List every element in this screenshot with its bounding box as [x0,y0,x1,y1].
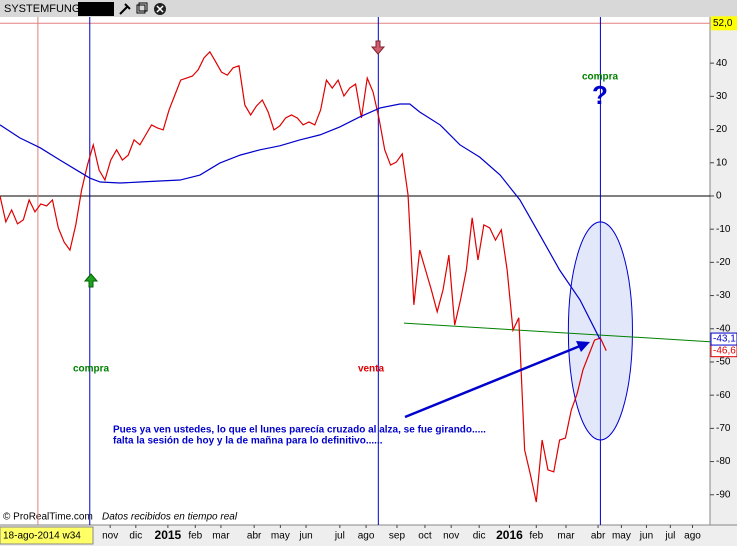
y-tick-label: -20 [716,257,731,268]
last-value-label: -43,1 [713,334,736,345]
x-tick-label: 2016 [496,528,523,542]
y-tick-label: -60 [716,390,731,401]
cursor-date-box [0,526,94,545]
reference-label: 52,0 [713,18,733,29]
x-tick-label: jul [334,531,345,542]
x-tick-label: abr [247,531,262,542]
annotation: ? [592,80,608,110]
last-value-label: -46,6 [713,345,736,356]
x-tick-label: nov [102,531,118,542]
credit: © ProRealTime.com [3,512,93,523]
x-axis-band [0,525,737,546]
instrument-title: SYSTEMFUNGI [4,3,83,15]
buy-arrow [83,273,99,288]
note-text: falta la sesión de hoy y la de mañna par… [113,436,383,447]
y-axis-band [710,17,737,525]
x-tick-label: nov [443,531,459,542]
status: Datos recibidos en tiempo real [102,512,238,523]
note-arrow [404,344,581,419]
x-tick-label: mar [557,531,575,542]
y-tick-label: -80 [716,456,731,467]
x-tick-label: ago [358,531,375,542]
x-tick-label: jun [639,531,653,542]
last-value-box [710,332,737,346]
y-tick-label: 10 [716,157,728,168]
y-tick-label: 0 [716,191,722,202]
annotation: compra [582,72,619,83]
x-tick-label: 2015 [155,528,182,542]
y-tick-label: -10 [716,224,731,235]
x-tick-label: dic [129,531,142,542]
x-tick-label: abr [591,531,606,542]
x-tick-label: mar [212,531,230,542]
trendline [403,322,711,343]
x-tick-label: feb [188,531,202,542]
sell-arrow [370,40,386,55]
y-tick-label: -50 [716,357,731,368]
note-text: Pues ya ven ustedes, lo que el lunes par… [113,425,486,436]
y-tick-label: 40 [716,58,728,69]
series-line [0,50,607,503]
x-tick-label: sep [389,531,406,542]
x-tick-label: may [612,531,631,542]
x-tick-label: may [271,531,290,542]
series-line [0,103,601,340]
x-tick-label: oct [418,531,432,542]
redacted-box [78,2,114,16]
annotation: venta [358,364,385,375]
y-tick-label: -90 [716,489,731,500]
header-bar [0,0,737,17]
cursor-date: 18-ago-2014 w34 [3,531,81,542]
x-tick-label: jul [664,531,675,542]
x-tick-label: feb [529,531,543,542]
header-icons[interactable] [119,2,166,15]
y-tick-label: -70 [716,423,731,434]
reference-label-box [711,16,737,31]
highlight-ellipse [567,221,633,441]
note-arrowhead [576,341,590,352]
y-tick-label: -40 [716,323,731,334]
annotation: compra [73,364,110,375]
x-tick-label: dic [473,531,486,542]
y-tick-label: -30 [716,290,731,301]
x-tick-label: jun [298,531,312,542]
y-tick-label: 20 [716,124,728,135]
x-tick-label: ago [684,531,701,542]
y-tick-label: 30 [716,91,728,102]
